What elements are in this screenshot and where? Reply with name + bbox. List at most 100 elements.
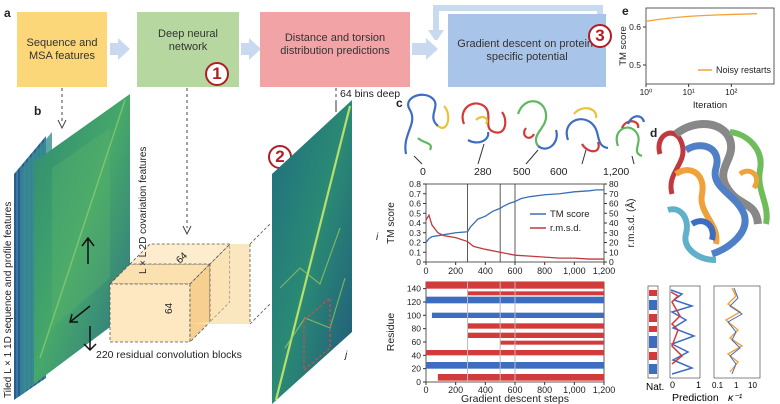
residue-band [467, 332, 604, 338]
arrow-shaft-3 [412, 43, 426, 55]
step-label-0: 0 [420, 166, 426, 178]
panel-b-figure: 64 64 220 residual convolution blocks j … [3, 88, 379, 404]
xtick-label: 1,000 [563, 385, 586, 395]
ytick-label: 100 [407, 310, 421, 320]
panel-d-letter: d [650, 126, 658, 140]
e-ytick-label: 0.6 [629, 22, 641, 32]
snapshot-600 [565, 107, 609, 153]
distance-torsion-box: Distance and torsion distribution predic… [260, 12, 410, 87]
xtick-label: 400 [478, 385, 493, 395]
step-label-500: 500 [513, 166, 531, 178]
tm-rmsd-chart: 00.10.20.30.40.50.60.70.8010203040506070… [386, 179, 637, 276]
distance-torsion-label: Distance and torsion distribution predic… [280, 31, 390, 57]
covariation-feature-map [34, 94, 130, 384]
neural-network-box: Deep neural network [137, 12, 239, 87]
badge-3: 3 [588, 24, 612, 48]
feedback-loop-arrow [428, 5, 603, 40]
ytick-label-right: 80 [609, 179, 619, 189]
structure-snapshots [404, 93, 646, 165]
xtick-label: 0 [423, 266, 428, 276]
xtick-label: 600 [507, 385, 522, 395]
legend-label: r.m.s.d. [550, 223, 581, 234]
arrow-head-3 [426, 38, 438, 60]
j-label: j [343, 350, 348, 361]
series-rmsd [425, 213, 604, 260]
ytick-label: 80 [412, 324, 422, 334]
ytick-label-left: 0 [416, 257, 421, 267]
arrow-head-2 [249, 38, 261, 60]
e-xtick-label: 10⁰ [640, 87, 653, 97]
arrow-shaft-2 [241, 43, 249, 55]
kappa-tick-10: 10 [748, 381, 757, 390]
step-label-600: 600 [550, 166, 568, 178]
ylabel-left: TM score [386, 202, 397, 244]
xtick-label: 600 [507, 266, 522, 276]
nat-column [647, 285, 659, 379]
ytick-label: 120 [407, 297, 421, 307]
ytick-label: 140 [407, 284, 421, 294]
panel-e-letter: e [622, 4, 629, 18]
panel-a-letter: a [4, 6, 11, 20]
ytick-label-left: 0.5 [409, 208, 421, 218]
ytick-label-right: 0 [609, 257, 614, 267]
xtick-label: 1,200 [593, 266, 616, 276]
panel-c-letter: c [396, 96, 403, 110]
ytick-label-left: 0.2 [409, 238, 421, 248]
ytick-label-left: 0.8 [409, 179, 421, 189]
xtick-label: 400 [478, 266, 493, 276]
kappa-tick-01: 0.1 [712, 381, 724, 390]
arrow-head-1 [118, 38, 130, 60]
arrow-shaft-1 [110, 43, 118, 55]
residue-band [431, 312, 604, 318]
xtick-label: 200 [448, 266, 463, 276]
pred-tick-0: 0 [670, 380, 675, 390]
e-xlabel: Iteration [693, 100, 727, 111]
e-xtick-label: 10¹ [683, 87, 695, 97]
ytick-label-right: 70 [609, 189, 619, 199]
snapshot-280 [461, 102, 507, 144]
superposed-structures [656, 119, 770, 263]
residue-chart: 0 20 40 60 80 100 120 140 0 200 400 600 800 1,000 1,20… [385, 281, 616, 404]
ytick-label: 40 [412, 350, 422, 360]
xtick-label: 200 [448, 385, 463, 395]
snapshot-500 [516, 100, 558, 150]
ylabel-right: r.m.s.d. (Å) [624, 199, 637, 248]
xlabel: Gradient descent steps [461, 393, 569, 404]
ytick-label-left: 0.6 [409, 199, 421, 209]
e-xtick-label: 10² [725, 87, 737, 97]
kappa-column [713, 285, 761, 379]
step-label-1200: 1,200 [603, 166, 630, 178]
nat-label: Nat. [646, 382, 664, 393]
gradient-descent-box: Gradient descent on protein-specific pot… [448, 14, 606, 87]
snapshot-1200 [615, 115, 646, 158]
kappa-tick-1: 1 [734, 381, 739, 390]
xtick-label: 0 [423, 385, 428, 395]
i-label: i [376, 232, 379, 243]
ytick-label-right: 50 [609, 208, 619, 218]
ytick-label-right: 40 [609, 218, 619, 228]
ytick-label: 20 [412, 364, 422, 374]
residue-band [437, 374, 604, 381]
prediction-label: Prediction [672, 392, 719, 404]
ytick-label-right: 60 [609, 199, 619, 209]
pred-tick-1: 1 [696, 380, 701, 390]
residue-band [500, 340, 604, 345]
panel-b-letter: b [34, 104, 42, 118]
e-series-noisy-restarts [645, 13, 758, 22]
snapshot-0 [404, 93, 450, 155]
ytick-label-left: 0.7 [409, 189, 421, 199]
noisy-restarts-chart: 0.5 0.6 10⁰ 10¹ 10² Noisy restarts Iteration TM… [618, 7, 775, 111]
ytick-label: 60 [412, 337, 422, 347]
residual-block-front [109, 283, 191, 343]
step-label-280: 280 [474, 166, 492, 178]
gradient-descent-label: Gradient descent on protein-specific pot… [457, 37, 597, 63]
ytick-label-left: 0.4 [409, 218, 421, 228]
residue-band [467, 291, 604, 296]
ytick-label-right: 20 [609, 238, 619, 248]
kappa-label: κ⁻¹ [728, 392, 743, 404]
dim-side-label: 64 [164, 302, 175, 314]
ytick-label-left: 0.1 [409, 247, 421, 257]
xtick-label: 1,200 [593, 385, 616, 395]
ylabel: Residue [385, 313, 397, 352]
e-ylabel: TM score [618, 26, 629, 66]
